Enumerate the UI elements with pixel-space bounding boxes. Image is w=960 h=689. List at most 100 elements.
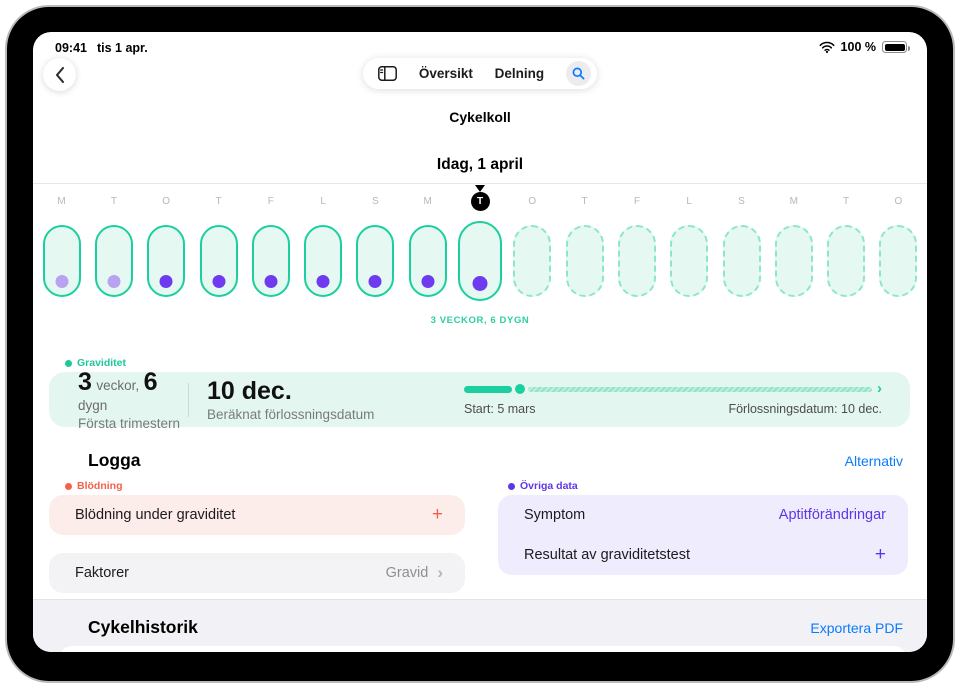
day-letter: O (162, 196, 171, 207)
day-column[interactable]: M (42, 192, 81, 297)
day-column[interactable]: T (199, 192, 238, 297)
due-date-label: Beräknat förlossningsdatum (207, 407, 375, 422)
status-date: tis 1 apr. (96, 41, 148, 55)
day-column[interactable]: T (827, 192, 866, 297)
back-button[interactable] (43, 58, 76, 91)
cycle-history-section: Cykelhistorik Exportera PDF (33, 599, 927, 652)
bleeding-item-label: Blödning under graviditet (75, 507, 236, 523)
day-cell[interactable] (879, 225, 918, 297)
battery-icon (882, 41, 910, 53)
options-link[interactable]: Alternativ (844, 453, 903, 469)
pregnancy-dot-icon (159, 275, 173, 288)
day-cell[interactable] (670, 225, 709, 297)
tab-oversikt[interactable]: Översikt (418, 66, 473, 81)
day-cell[interactable] (42, 225, 81, 297)
day-letter: T (215, 196, 222, 207)
day-column[interactable]: T (565, 192, 604, 297)
day-letter-today: T (470, 192, 490, 211)
day-cell[interactable] (617, 225, 656, 297)
progress-fill (464, 385, 513, 393)
pregnancy-dot-icon (264, 275, 278, 288)
pregnancy-test-label: Resultat av graviditetstest (524, 547, 691, 563)
add-bleeding-button[interactable]: + (431, 504, 443, 525)
add-pregnancy-test-button[interactable]: + (874, 544, 886, 565)
day-cell[interactable] (513, 225, 552, 297)
history-card (60, 646, 906, 652)
logga-heading: Logga (88, 450, 141, 470)
weeks-unit: veckor, (96, 378, 140, 393)
day-column[interactable]: T (94, 192, 133, 297)
pregnancy-section-label: Graviditet (65, 357, 126, 369)
day-cell[interactable] (458, 221, 502, 301)
day-column[interactable]: L (670, 192, 709, 297)
status-bar-left: 09:41 tis 1 apr. (55, 41, 148, 55)
day-cell[interactable] (304, 225, 343, 297)
bleeding-section-label: Blödning (65, 480, 123, 492)
symptom-label: Symptom (524, 507, 586, 523)
today-label: Idag, 1 april (436, 156, 524, 173)
pregnancy-dot-icon (472, 276, 488, 291)
other-data-section-label-text: Övriga data (520, 480, 578, 492)
day-column[interactable]: O (147, 192, 186, 297)
day-column[interactable]: S (722, 192, 761, 297)
battery-percent: 100 % (840, 40, 876, 54)
day-letter: S (372, 196, 379, 207)
progress-start-label: Start: 5 mars (464, 402, 536, 416)
sidebar-toggle-icon[interactable] (378, 66, 397, 81)
pregnancy-test-row[interactable]: Resultat av graviditetstest + (498, 535, 908, 575)
day-cell[interactable] (94, 225, 133, 297)
day-column[interactable]: O (879, 192, 918, 297)
day-cell[interactable] (147, 225, 186, 297)
search-icon (572, 67, 585, 80)
day-cell[interactable] (565, 225, 604, 297)
other-data-card: Symptom Aptitförändringar Resultat av gr… (498, 495, 908, 575)
day-letter: S (738, 196, 745, 207)
status-bar-right: 100 % (819, 40, 910, 54)
day-cell[interactable] (356, 225, 395, 297)
timeline-caption: 3 VECKOR, 6 DYGN (430, 315, 530, 326)
factors-row[interactable]: Faktorer Gravid › (49, 553, 465, 593)
day-letter: M (789, 196, 798, 207)
app-screen: 09:41 tis 1 apr. 100 % Översikt Delning (33, 32, 927, 652)
pregnancy-card[interactable]: 3 veckor, 6 dygn Första trimestern 10 de… (49, 368, 910, 431)
day-column[interactable]: M (774, 192, 813, 297)
days-unit: dygn (78, 398, 108, 413)
factors-card: Faktorer Gravid › (49, 553, 465, 593)
red-dot-icon (65, 482, 72, 490)
chevron-right-icon[interactable]: › (877, 380, 882, 397)
search-button[interactable] (565, 61, 591, 86)
day-column[interactable]: S (356, 192, 395, 297)
day-cell[interactable] (774, 225, 813, 297)
bleeding-section-label-text: Blödning (77, 480, 123, 492)
tab-delning[interactable]: Delning (494, 66, 545, 81)
day-letter: T (110, 196, 117, 207)
day-cell[interactable] (827, 225, 866, 297)
bleeding-card: Blödning under graviditet + (49, 495, 465, 535)
symptom-value[interactable]: Aptitförändringar (778, 507, 886, 523)
bleeding-row[interactable]: Blödning under graviditet + (49, 495, 465, 535)
day-letter: F (267, 196, 274, 207)
day-letter: L (686, 196, 692, 207)
day-column[interactable]: T (458, 192, 502, 301)
day-cell[interactable] (199, 225, 238, 297)
day-cell[interactable] (408, 225, 447, 297)
day-column[interactable]: L (304, 192, 343, 297)
progress-end-label: Förlossningsdatum: 10 dec. (728, 402, 882, 416)
export-pdf-link[interactable]: Exportera PDF (810, 620, 903, 636)
day-cell[interactable] (251, 225, 290, 297)
day-column[interactable]: F (251, 192, 290, 297)
day-column[interactable]: O (513, 192, 552, 297)
symptom-row[interactable]: Symptom Aptitförändringar (498, 495, 908, 535)
day-cell[interactable] (722, 225, 761, 297)
cycle-history-heading: Cykelhistorik (88, 617, 198, 637)
other-data-section-label: Övriga data (508, 480, 578, 492)
day-column[interactable]: F (617, 192, 656, 297)
pregnancy-section-label-text: Graviditet (77, 357, 127, 369)
chevron-left-icon (55, 66, 64, 83)
day-column[interactable]: M (408, 192, 447, 297)
day-letter: O (528, 196, 537, 207)
pregnancy-duration: 3 veckor, 6 dygn Första trimestern (49, 368, 188, 431)
trimester-label: Första trimestern (78, 416, 181, 431)
page-title: Cykelkoll (449, 109, 511, 125)
